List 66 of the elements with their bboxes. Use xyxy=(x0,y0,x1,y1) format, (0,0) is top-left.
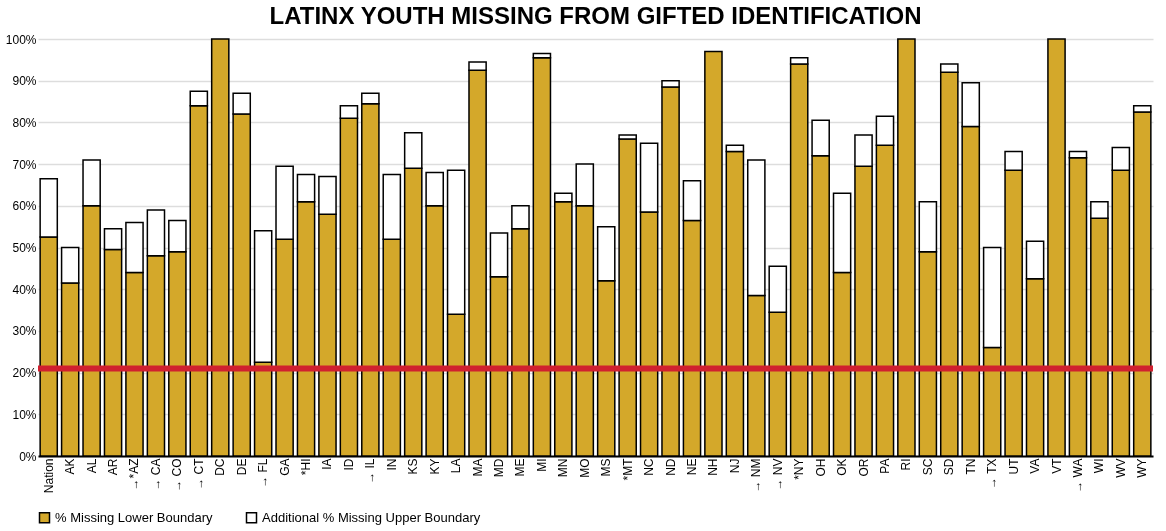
x-tick-label: → NV xyxy=(770,458,785,491)
x-tick-label: Nation xyxy=(41,458,56,494)
x-tick-label: MN xyxy=(556,458,571,478)
x-tick-label: MO xyxy=(577,458,592,478)
x-tick-label: *HI xyxy=(299,458,314,476)
x-tick-label: SC xyxy=(920,458,935,476)
x-tick-label: → CT xyxy=(191,457,206,490)
x-tick-label: KS xyxy=(406,458,421,475)
legend-label: % Missing Lower Boundary xyxy=(55,509,214,525)
x-tick-label: TN xyxy=(963,458,978,475)
x-tick-label: VA xyxy=(1028,458,1043,474)
x-tick-label: → IL xyxy=(363,458,378,484)
x-tick-label: NJ xyxy=(727,458,742,474)
x-tick-label: LA xyxy=(449,458,464,474)
x-tick-label: KY xyxy=(427,458,442,475)
x-tick-label: *NY xyxy=(792,458,807,480)
x-tick-label: IN xyxy=(384,458,399,471)
y-tick-label: 80% xyxy=(12,115,37,130)
x-tick-label: GA xyxy=(277,458,292,476)
x-tick-label: IA xyxy=(320,458,335,470)
x-tick-label: DC xyxy=(213,458,228,476)
chart-title: LATINX YOUTH MISSING FROM GIFTED IDENTIFICATION xyxy=(269,2,922,29)
x-tick-label: →*AZ xyxy=(127,458,142,491)
y-tick-label: 0% xyxy=(19,449,37,464)
x-tick-label: RI xyxy=(899,458,914,471)
x-tick-label: AK xyxy=(63,458,78,475)
x-tick-label: → CO xyxy=(170,458,185,492)
y-tick-label: 60% xyxy=(12,199,37,214)
x-tick-label: SD xyxy=(942,458,957,476)
x-tick-label: → NM xyxy=(749,458,764,493)
x-tick-label: DE xyxy=(234,458,249,476)
x-tick-label: MS xyxy=(599,458,614,477)
y-tick-label: 20% xyxy=(12,366,37,381)
x-tick-label: → WA xyxy=(1070,458,1085,493)
x-tick-label: OK xyxy=(835,458,850,476)
x-tick-label: AR xyxy=(106,458,121,476)
x-tick-label: NC xyxy=(642,458,657,476)
x-tick-label: ND xyxy=(663,458,678,476)
x-tick-label: NH xyxy=(706,458,721,476)
x-tick-label: WY xyxy=(1135,458,1150,478)
x-tick-label: WI xyxy=(1092,458,1107,474)
x-tick-label: WV xyxy=(1113,458,1128,478)
x-tick-label: UT xyxy=(1006,457,1021,475)
x-tick-label: VT xyxy=(1049,457,1064,474)
x-tick-label: → CA xyxy=(148,458,163,491)
y-tick-label: 30% xyxy=(12,324,37,339)
x-tick-label: NE xyxy=(684,458,699,476)
y-tick-label: 70% xyxy=(12,157,37,172)
x-tick-label: → FL xyxy=(256,458,271,488)
legend-label: Additional % Missing Upper Boundary xyxy=(262,509,481,525)
x-tick-label: ID xyxy=(341,458,356,471)
x-tick-label: MI xyxy=(534,458,549,472)
y-tick-label: 10% xyxy=(12,407,37,422)
x-tick-label: *MT xyxy=(620,457,635,481)
x-tick-label: MD xyxy=(492,458,507,478)
x-tick-label: ME xyxy=(513,458,528,477)
x-tick-label: OH xyxy=(813,458,828,477)
x-tick-label: MA xyxy=(470,458,485,477)
y-tick-label: 100% xyxy=(5,32,37,47)
y-tick-label: 50% xyxy=(12,241,37,255)
x-tick-label: AL xyxy=(84,458,99,474)
y-tick-label: 40% xyxy=(12,282,37,297)
y-tick-label: 90% xyxy=(12,74,37,89)
x-tick-label: PA xyxy=(877,458,892,474)
x-tick-label: → TX xyxy=(985,458,1000,489)
x-tick-label: OR xyxy=(856,458,871,477)
